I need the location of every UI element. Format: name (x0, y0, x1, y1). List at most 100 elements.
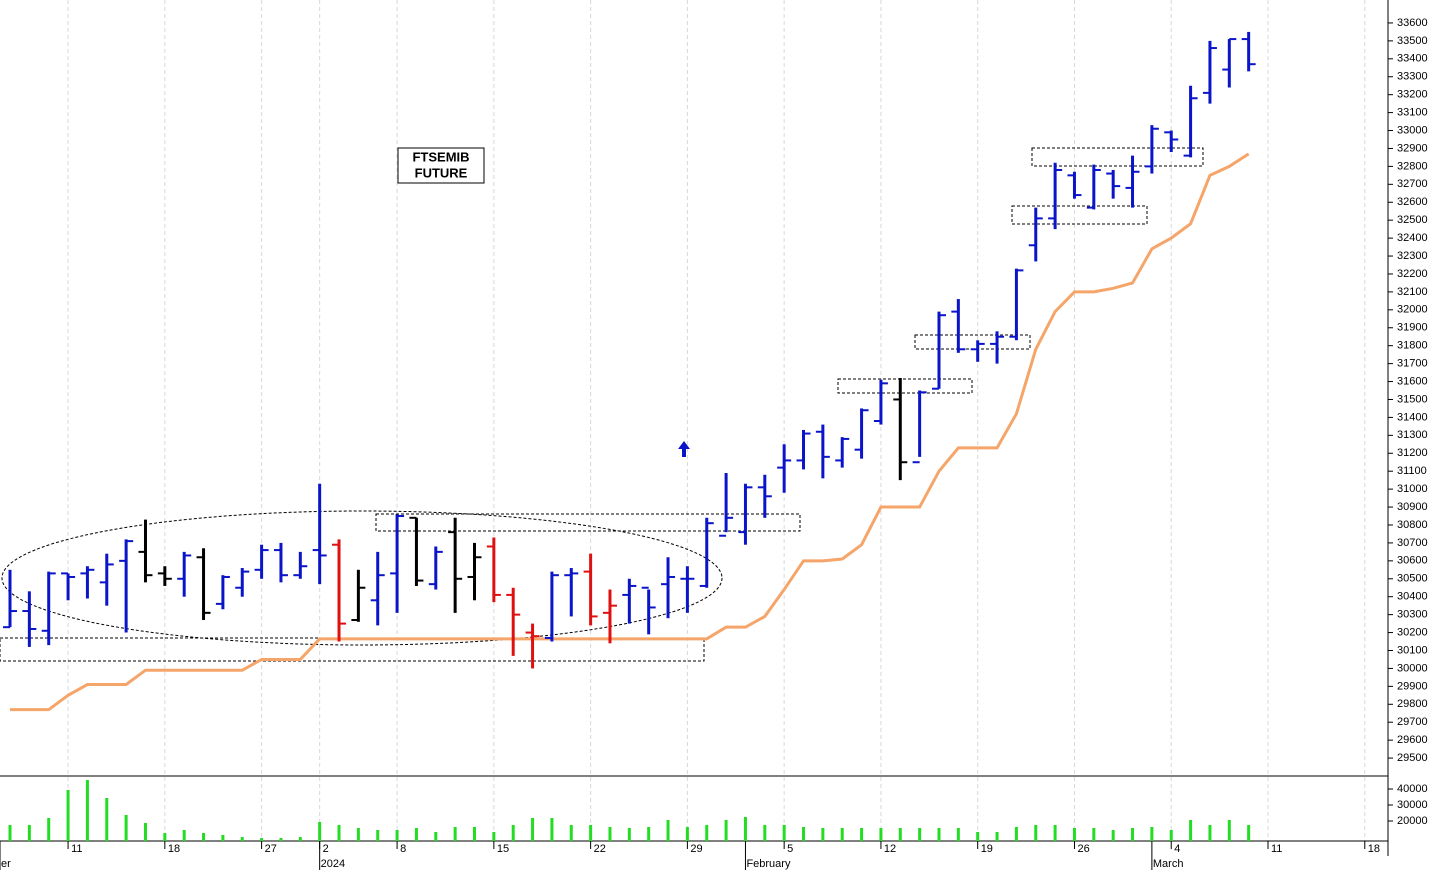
volume-bar (221, 835, 225, 841)
x-tick-label: 27 (265, 843, 277, 855)
volume-bar (821, 828, 825, 841)
y-tick-label: 30000 (1397, 662, 1428, 674)
resistance-box (375, 513, 801, 532)
volume-bar (743, 817, 747, 841)
support-box (0, 637, 705, 662)
y-tick-label: 31400 (1397, 411, 1428, 423)
volume-bar (1072, 828, 1076, 841)
x-tick-label: 2 (323, 843, 329, 855)
y-tick-label: 33600 (1397, 17, 1428, 29)
volume-bar (550, 818, 554, 841)
x-tick-label: 26 (1077, 843, 1089, 855)
up-arrow (678, 441, 690, 457)
volume-bar (1131, 828, 1135, 841)
y-tick-label: 31700 (1397, 358, 1428, 370)
x-tick-label: 29 (690, 843, 702, 855)
volume-bar (453, 827, 457, 841)
volume-bar (627, 828, 631, 841)
volume-bar (240, 837, 244, 841)
x-tick-label: 19 (981, 843, 993, 855)
volume-bar (85, 780, 89, 841)
volume-bar (414, 828, 418, 841)
y-tick-label: 31100 (1397, 465, 1427, 477)
volume-bar (124, 815, 128, 841)
gap-box (1011, 205, 1148, 225)
volume-bar (1227, 820, 1231, 841)
volume-bar (318, 822, 322, 841)
x-tick-label: 12 (884, 843, 896, 855)
y-tick-label: 32300 (1397, 250, 1428, 262)
y-tick-label: 29500 (1397, 752, 1428, 764)
overlays (0, 147, 1204, 662)
volume-bar (976, 832, 980, 841)
gap-box (1031, 147, 1204, 167)
y-tick-label: 30900 (1397, 501, 1428, 513)
volume-bar (666, 820, 670, 841)
volume-bar (647, 827, 651, 841)
volume-bar (182, 830, 186, 841)
x-tick-label: 18 (168, 843, 180, 855)
volume-bar (143, 823, 147, 841)
annotation: FUTURE (415, 165, 468, 180)
y-tick-label: 32400 (1397, 232, 1428, 244)
volume-bar (705, 825, 709, 841)
y-tick-label: 33300 (1397, 71, 1428, 83)
trailing-line (10, 152, 1250, 712)
y-tick-label: 30000 (1397, 799, 1428, 811)
y-tick-label: 31800 (1397, 340, 1428, 352)
y-tick-label: 33400 (1397, 53, 1428, 65)
y-tick-label: 31600 (1397, 375, 1428, 387)
consolidation-ellipse (1, 510, 723, 646)
x-tick-label: 22 (594, 843, 606, 855)
y-tick-label: 30600 (1397, 555, 1428, 567)
volume-bar (47, 818, 51, 841)
volume-bar (1247, 825, 1251, 841)
x-tick-label: 4 (1174, 843, 1180, 855)
volume-bar (1014, 827, 1018, 841)
y-tick-label: 33200 (1397, 89, 1428, 101)
volume-bar (782, 825, 786, 841)
y-tick-label: 30400 (1397, 591, 1428, 603)
volume-bar (376, 830, 380, 841)
volume-bar (298, 837, 302, 841)
volume-bar (27, 825, 31, 841)
month-label: February (746, 858, 791, 870)
volume-bar (1053, 825, 1057, 841)
month-label: er (1, 858, 11, 870)
y-tick-label: 20000 (1397, 815, 1428, 827)
x-tick-label: 5 (787, 843, 793, 855)
volume-bar (956, 828, 960, 841)
volume-bar (279, 838, 283, 841)
y-tick-label: 40000 (1397, 783, 1428, 795)
volume-bar (202, 833, 206, 841)
volume-bar (1034, 825, 1038, 841)
x-tick-label: 15 (497, 843, 509, 855)
gap-box (837, 378, 973, 394)
y-tick-label: 32800 (1397, 160, 1428, 172)
y-tick-label: 32000 (1397, 304, 1428, 316)
volume-bar (763, 825, 767, 841)
y-tick-label: 32700 (1397, 178, 1428, 190)
y-tick-label: 31900 (1397, 322, 1428, 334)
y-tick-label: 30800 (1397, 519, 1428, 531)
volume-bar (1092, 828, 1096, 841)
volume-bar (434, 832, 438, 841)
volume-bar (1111, 830, 1115, 841)
volume-bar (472, 827, 476, 841)
volume-bar (511, 825, 515, 841)
volume-bar (879, 828, 883, 841)
y-tick-label: 29600 (1397, 734, 1428, 746)
volume-bar (1150, 827, 1154, 841)
label-box (397, 147, 485, 184)
volume-bar (8, 825, 12, 841)
volume-bar (163, 833, 167, 841)
x-tick-label: 18 (1368, 843, 1380, 855)
y-tick-label: 32900 (1397, 142, 1428, 154)
y-tick-label: 31000 (1397, 483, 1428, 495)
y-tick-label: 32500 (1397, 214, 1428, 226)
annotation: FTSEMIB (412, 149, 469, 164)
x-tick-label: 11 (1271, 843, 1282, 855)
volume-bar (337, 825, 341, 841)
volume-bar (66, 790, 70, 841)
